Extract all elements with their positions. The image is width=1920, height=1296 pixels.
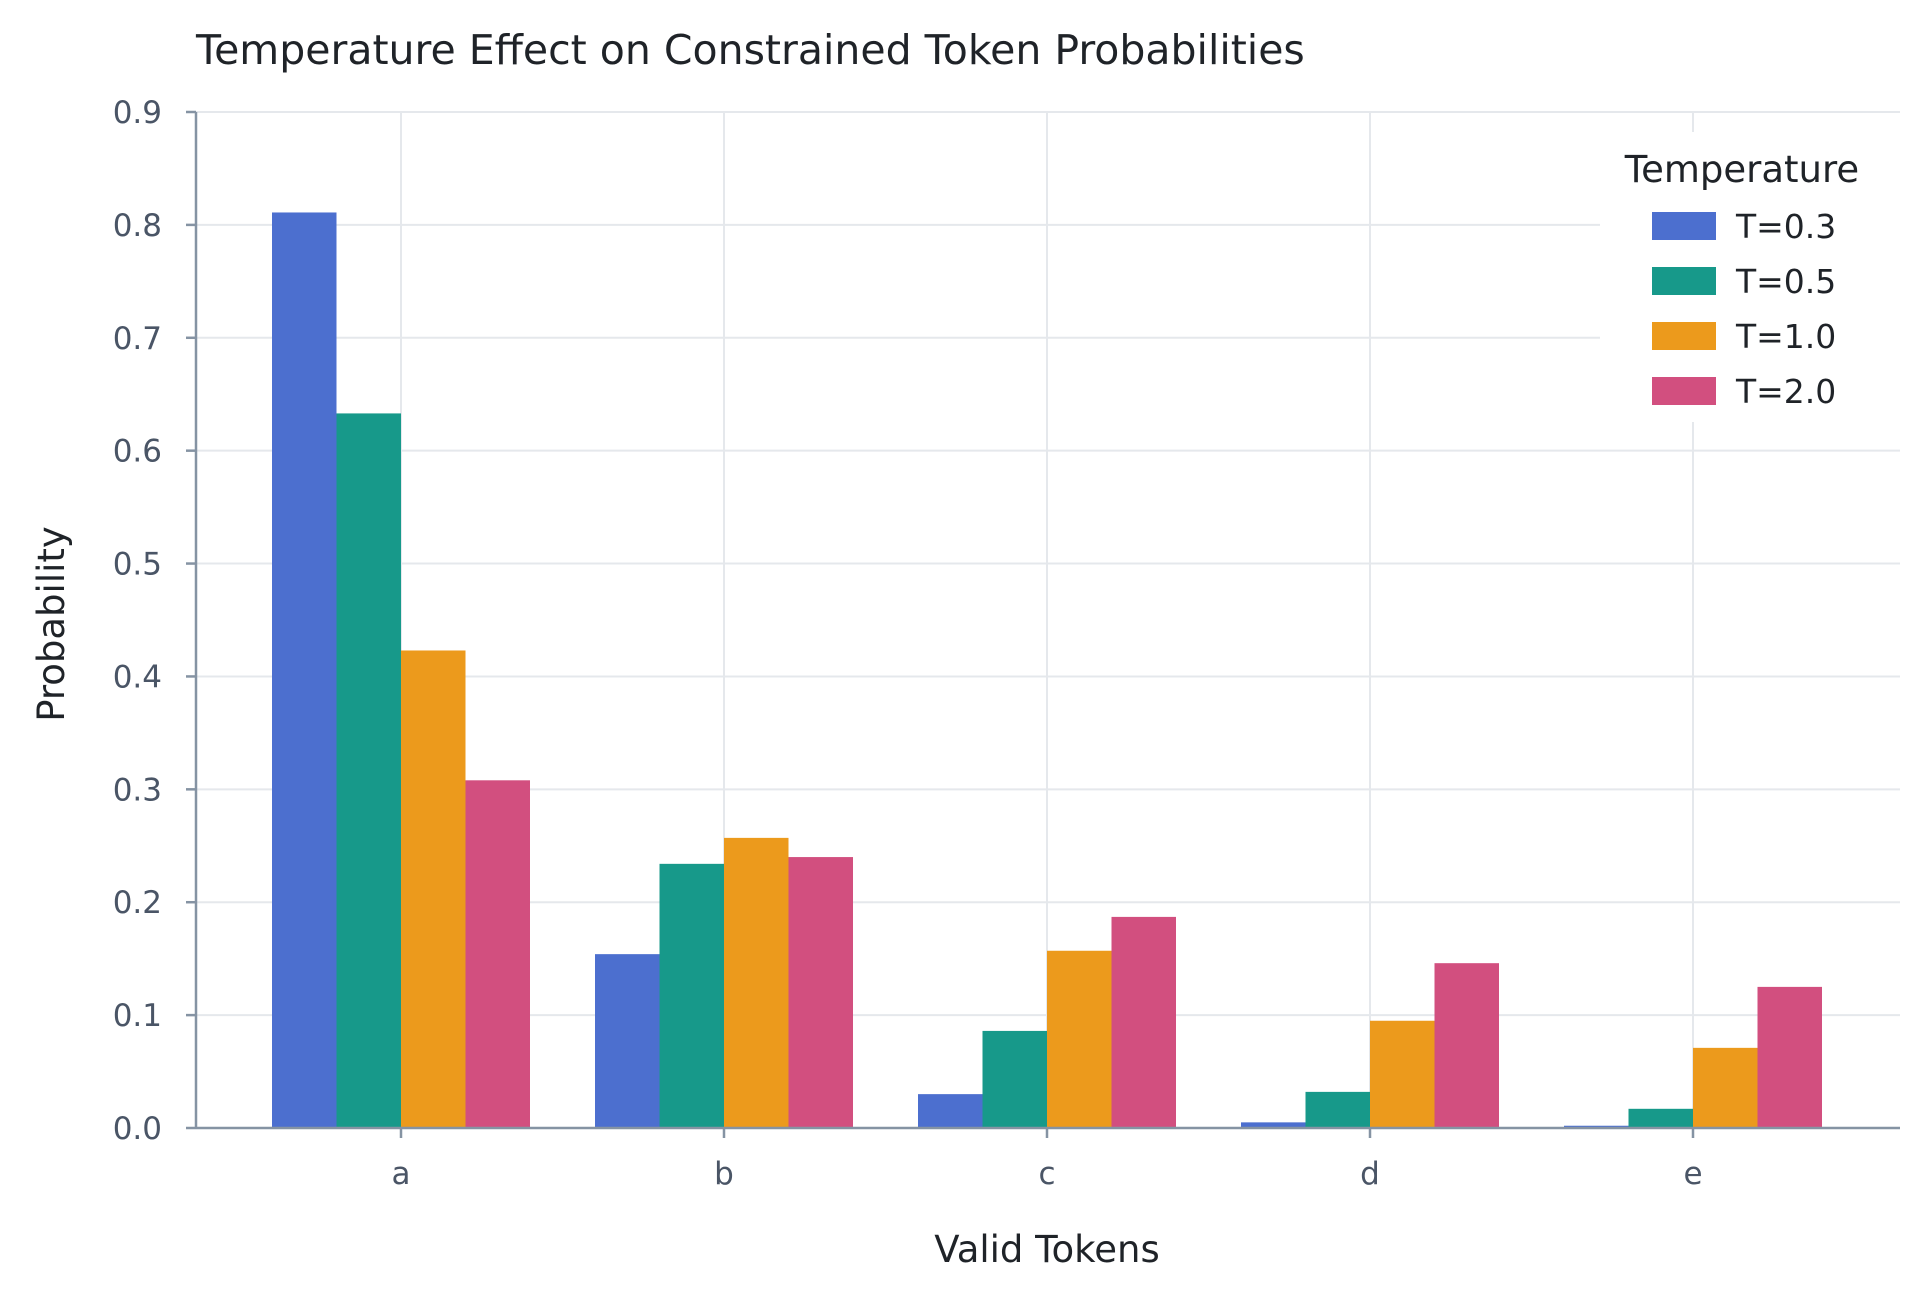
legend-swatch xyxy=(1652,377,1716,405)
y-tick-label: 0.6 xyxy=(113,434,162,470)
bar xyxy=(401,650,466,1128)
grid-layer xyxy=(196,111,1900,1128)
legend-entry-label: T=1.0 xyxy=(1735,317,1836,356)
bar xyxy=(1111,916,1176,1128)
chart-title: Temperature Effect on Constrained Token … xyxy=(195,26,1305,74)
x-axis-label: Valid Tokens xyxy=(934,1228,1159,1271)
bar xyxy=(1434,963,1499,1128)
legend-entry-label: T=2.0 xyxy=(1735,372,1836,411)
bar xyxy=(982,1030,1047,1128)
legend: Temperature T=0.3 T=0.5 T=1.0 T=2.0 xyxy=(1600,132,1900,422)
y-tick-label: 0.3 xyxy=(113,772,162,808)
bars-layer xyxy=(272,212,1822,1128)
bar xyxy=(1693,1047,1758,1128)
y-tick-label: 0.0 xyxy=(113,1111,162,1147)
y-tick-label: 0.8 xyxy=(113,208,162,244)
y-tick-label: 0.4 xyxy=(113,659,162,695)
legend-swatch xyxy=(1652,322,1716,350)
legend-entry-label: T=0.5 xyxy=(1735,262,1836,301)
bar xyxy=(1047,950,1112,1128)
bar xyxy=(1305,1091,1370,1128)
legend-title: Temperature xyxy=(1624,148,1859,191)
bar xyxy=(918,1094,983,1128)
legend-swatch xyxy=(1652,267,1716,295)
x-tick-label: d xyxy=(1360,1156,1380,1192)
x-tick-label: c xyxy=(1038,1156,1055,1192)
y-tick-label: 0.5 xyxy=(113,547,162,583)
bar xyxy=(659,863,724,1128)
y-tick-label: 0.7 xyxy=(113,321,162,357)
bar xyxy=(336,413,401,1128)
legend-swatch xyxy=(1652,212,1716,240)
bar xyxy=(272,212,337,1128)
bar xyxy=(1370,1020,1435,1128)
y-tick-label: 0.2 xyxy=(113,885,162,921)
x-tick-label: b xyxy=(714,1156,734,1192)
y-axis-label: Probability xyxy=(30,526,73,722)
bar xyxy=(465,780,530,1128)
bar xyxy=(1757,986,1822,1128)
bar xyxy=(1628,1108,1693,1128)
x-tick-label: a xyxy=(392,1156,411,1192)
y-tick-label: 0.1 xyxy=(113,998,162,1034)
bar xyxy=(788,857,853,1128)
bar xyxy=(595,954,660,1128)
y-tick-label: 0.9 xyxy=(113,95,162,131)
legend-entry-label: T=0.3 xyxy=(1735,207,1836,246)
x-tick-label: e xyxy=(1683,1156,1702,1192)
ticks-layer: 0.0 0.1 0.2 0.3 0.4 0.5 0.6 0.7 0.8 0.9 a b c d e xyxy=(113,95,1703,1192)
legend-items: T=0.3 T=0.5 T=1.0 T=2.0 xyxy=(1652,207,1836,411)
legend-background xyxy=(1600,132,1900,422)
bar xyxy=(1241,1122,1306,1128)
bar xyxy=(724,837,789,1128)
